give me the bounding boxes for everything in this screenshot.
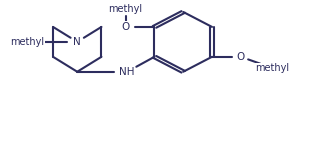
Text: NH: NH bbox=[120, 67, 135, 77]
Text: methyl: methyl bbox=[109, 4, 143, 14]
Text: N: N bbox=[73, 37, 81, 47]
Text: methyl: methyl bbox=[255, 63, 290, 73]
Text: O: O bbox=[121, 22, 130, 32]
Text: methyl: methyl bbox=[10, 37, 44, 47]
Text: O: O bbox=[237, 52, 245, 62]
